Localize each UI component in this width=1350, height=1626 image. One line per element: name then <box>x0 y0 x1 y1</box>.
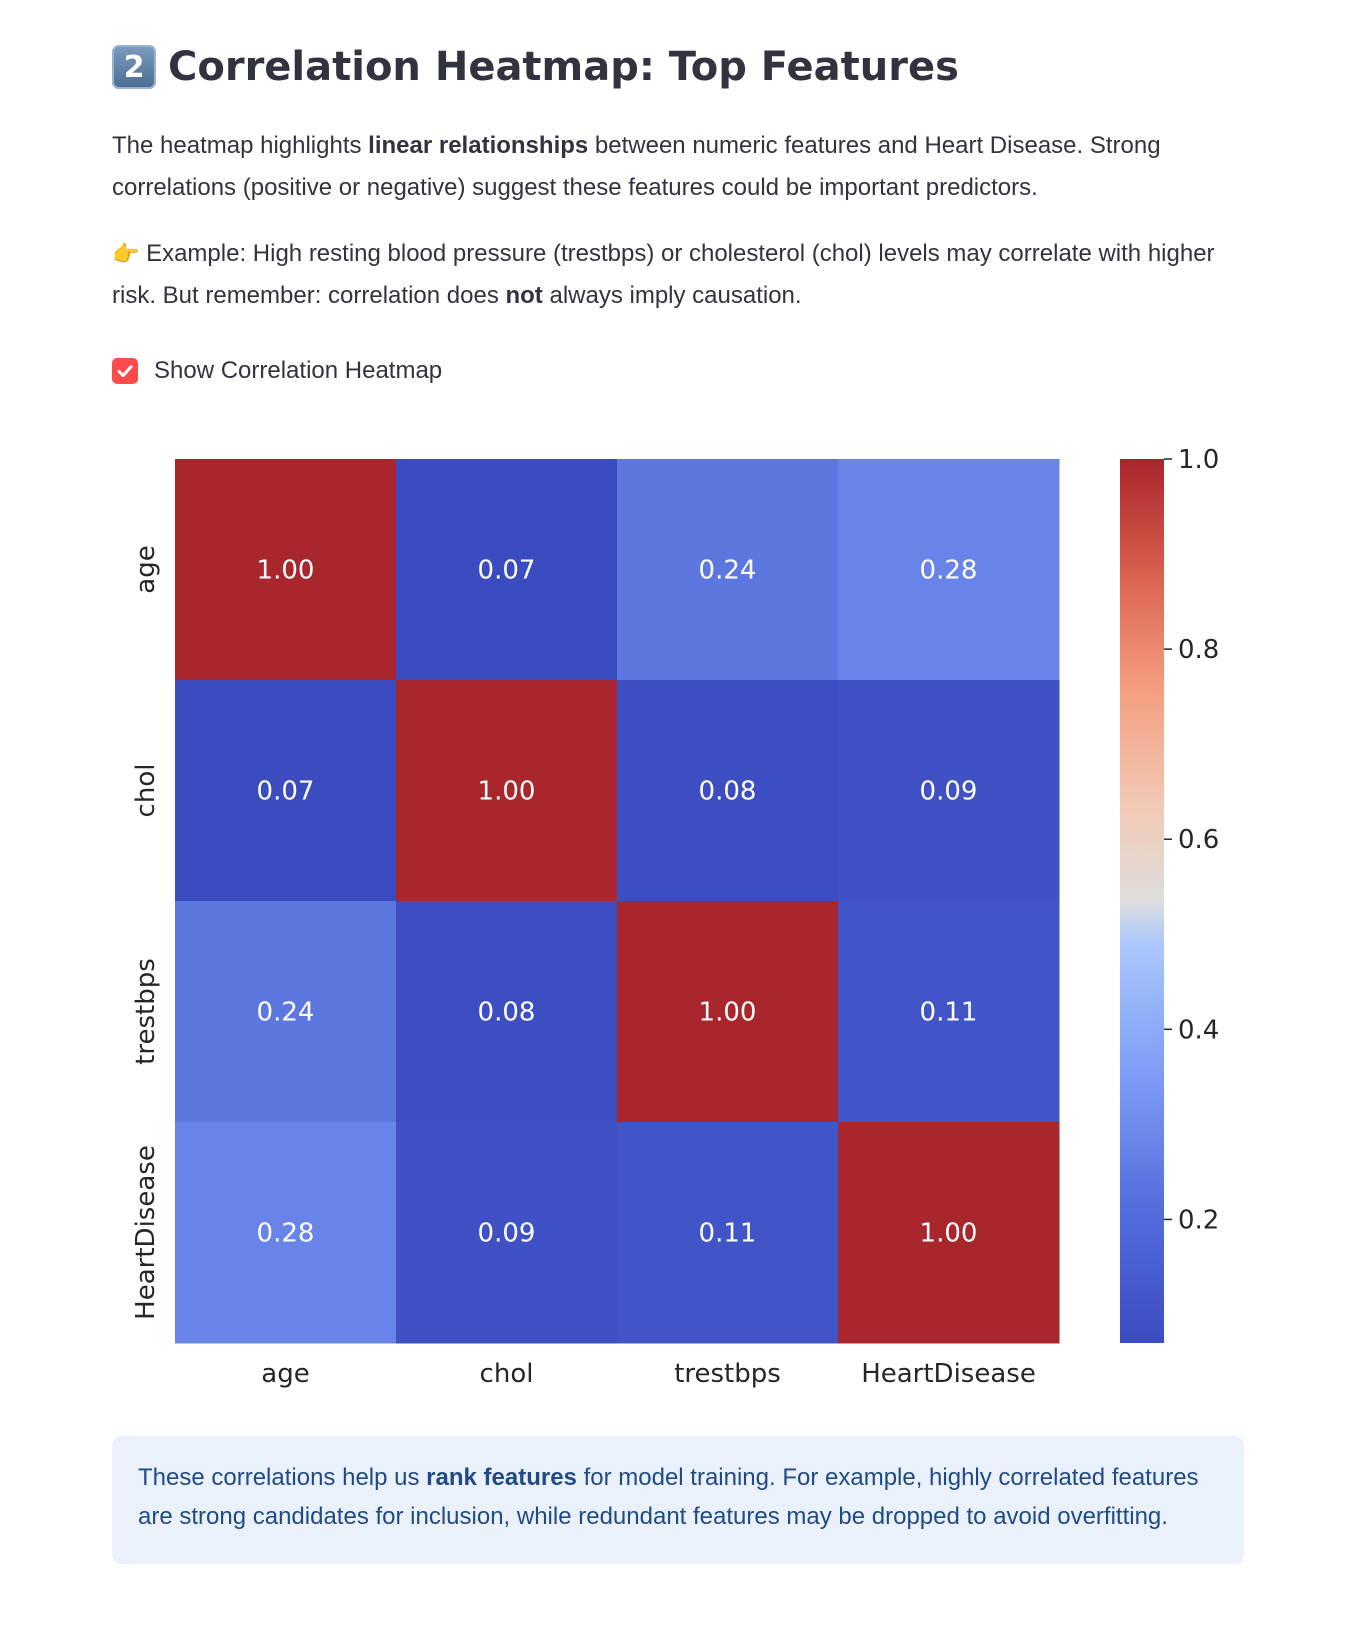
section-title: Correlation Heatmap: Top Features <box>168 44 959 90</box>
example-bold-text: not <box>505 282 543 309</box>
heatmap-cell <box>838 901 1060 1123</box>
intro-bold-text: linear relationships <box>368 132 589 159</box>
heatmap-cell-value: 0.09 <box>920 777 978 807</box>
colorbar-tick-label: 0.2 <box>1178 1205 1219 1235</box>
info-text-end: for model training. For example, highly … <box>138 1464 1199 1530</box>
info-text-start: These correlations help us <box>138 1464 427 1491</box>
intro-text-end: between numeric features and Heart Disea… <box>112 132 1161 201</box>
heatmap-cell <box>617 901 839 1123</box>
heatmap-cell-value: 1.00 <box>699 998 757 1028</box>
y-axis-tick-labels: age chol trestbps HeartDisease <box>131 545 161 1320</box>
heatmap-cell-value: 0.11 <box>920 998 978 1028</box>
x-tick-label: trestbps <box>674 1359 781 1389</box>
heatmap-cell <box>175 1122 397 1344</box>
colorbar-tick-label: 1.0 <box>1178 445 1219 475</box>
colorbar-gradient <box>1120 459 1164 1343</box>
heatmap-cell-value: 0.28 <box>257 1219 315 1249</box>
heatmap-cell <box>175 680 397 902</box>
checkmark-icon <box>117 365 133 377</box>
heatmap-cell <box>396 1122 618 1344</box>
checkbox-label: Show Correlation Heatmap <box>154 357 443 384</box>
example-text-end: always imply causation. <box>542 282 802 309</box>
heatmap-cell <box>175 459 397 681</box>
heatmap-cell-value: 0.11 <box>699 1219 757 1249</box>
heatmap-cell-value: 1.00 <box>920 1219 978 1249</box>
checkbox-checked-icon[interactable] <box>112 358 138 384</box>
heatmap-cell-value: 0.07 <box>257 777 315 807</box>
example-text-start: Example: High resting blood pressure (tr… <box>112 240 1215 309</box>
heatmap-cell <box>838 459 1060 681</box>
correlation-heatmap-chart: 1.00 0.07 0.24 0.28 0.07 1.00 0.08 0.09 0.24 0.08… <box>131 445 1219 1389</box>
colorbar: 0.2 0.4 0.6 0.8 1.0 <box>1120 445 1219 1343</box>
heatmap-cell-value: 0.07 <box>478 556 536 586</box>
show-heatmap-toggle[interactable]: Show Correlation Heatmap <box>112 357 442 385</box>
heatmap-cell-value: 1.00 <box>478 777 536 807</box>
intro-paragraph: The heatmap highlights linear relationsh… <box>112 125 1232 209</box>
heatmap-cell-value: 0.24 <box>257 998 315 1028</box>
heatmap-cell-value: 0.24 <box>699 556 757 586</box>
x-tick-label: chol <box>480 1359 534 1389</box>
heatmap-cell <box>617 459 839 681</box>
heatmap-cell <box>175 901 397 1123</box>
heatmap-cells: 1.00 0.07 0.24 0.28 0.07 1.00 0.08 0.09 0.24 0.08… <box>175 459 1060 1344</box>
colorbar-tick-label: 0.4 <box>1178 1015 1219 1045</box>
heatmap-cell <box>396 459 618 681</box>
info-bold-text: rank features <box>426 1464 577 1491</box>
heatmap-cell <box>396 680 618 902</box>
x-tick-label: age <box>261 1359 309 1389</box>
example-paragraph: 👉 Example: High resting blood pressure (… <box>112 233 1232 317</box>
colorbar-tick-label: 0.6 <box>1178 825 1219 855</box>
heatmap-cell-value: 0.08 <box>699 777 757 807</box>
number-two-badge-icon: 2 <box>112 45 156 89</box>
section-heading: 2 Correlation Heatmap: Top Features <box>112 44 959 90</box>
heatmap-cell <box>617 680 839 902</box>
y-tick-label: age <box>131 545 161 593</box>
heatmap-cell-value: 0.08 <box>478 998 536 1028</box>
heatmap-cell-value: 1.00 <box>257 556 315 586</box>
y-tick-label: trestbps <box>131 958 161 1065</box>
heatmap-cell <box>838 680 1060 902</box>
y-tick-label: chol <box>131 764 161 818</box>
heatmap-cell <box>617 1122 839 1344</box>
heatmap-cell-value: 0.28 <box>920 556 978 586</box>
pointing-hand-icon: 👉 <box>112 241 140 266</box>
info-callout: These correlations help us rank features… <box>112 1436 1244 1564</box>
heatmap-cell <box>396 901 618 1123</box>
x-tick-label: HeartDisease <box>861 1359 1036 1389</box>
x-axis-tick-labels: age chol trestbps HeartDisease <box>261 1359 1036 1389</box>
intro-text-start: The heatmap highlights <box>112 132 369 159</box>
y-tick-label: HeartDisease <box>131 1145 161 1320</box>
heatmap-cell-value: 0.09 <box>478 1219 536 1249</box>
heatmap-cell <box>838 1122 1060 1344</box>
colorbar-tick-label: 0.8 <box>1178 635 1219 665</box>
